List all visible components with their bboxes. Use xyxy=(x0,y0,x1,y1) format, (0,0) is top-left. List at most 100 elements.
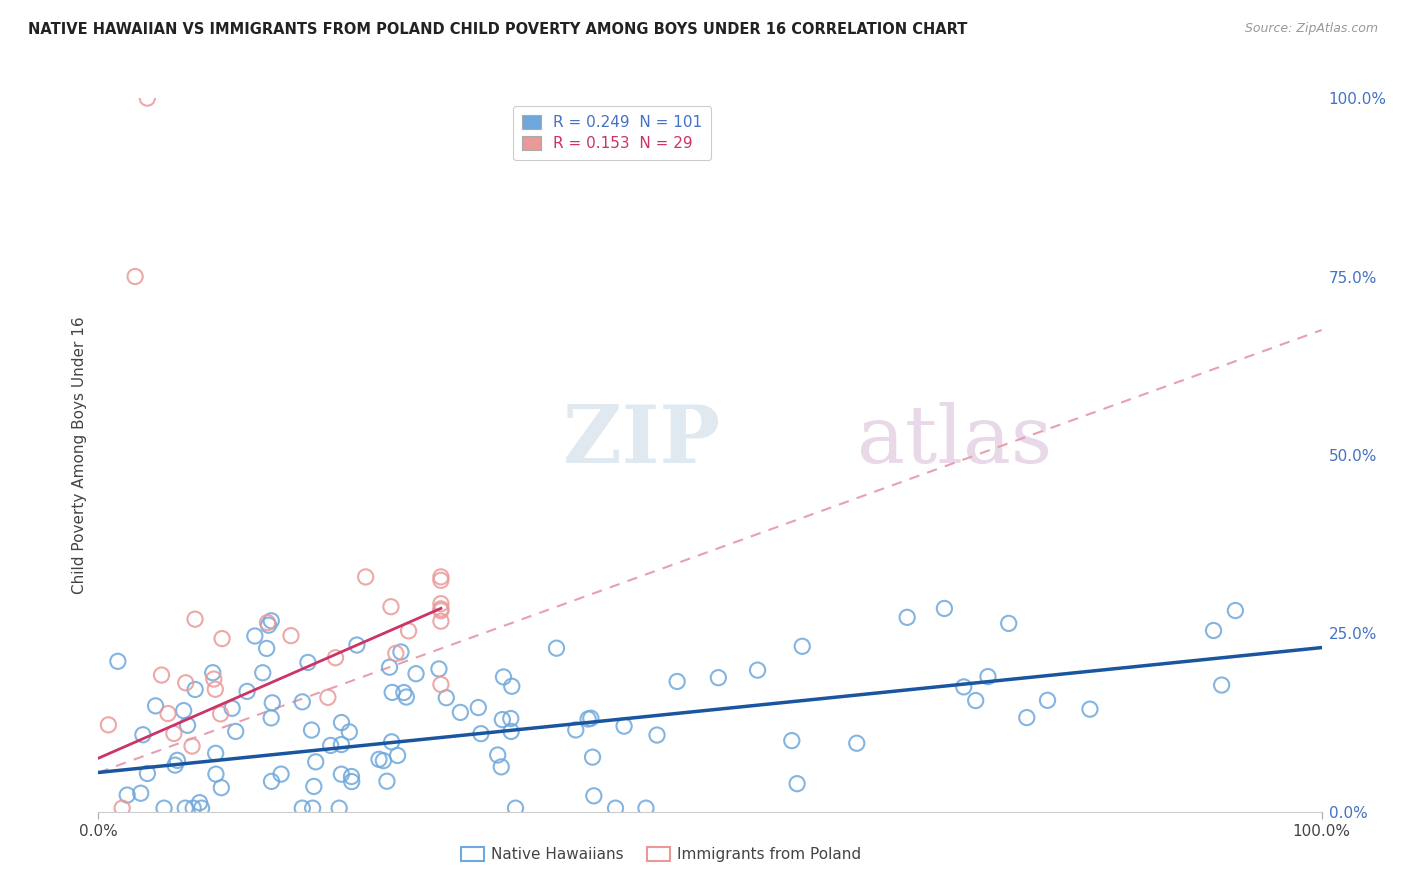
Point xyxy=(997,616,1019,631)
Point xyxy=(581,750,603,764)
Point xyxy=(977,670,1000,684)
Point xyxy=(340,770,363,784)
Point xyxy=(965,693,987,707)
Point xyxy=(184,682,207,697)
Point xyxy=(389,645,412,659)
Point xyxy=(492,670,515,684)
Point xyxy=(204,747,226,761)
Point xyxy=(136,766,159,780)
Point xyxy=(124,269,146,284)
Point xyxy=(430,574,453,588)
Point xyxy=(666,674,689,689)
Point xyxy=(136,91,159,105)
Point xyxy=(489,760,512,774)
Point xyxy=(221,701,243,715)
Point xyxy=(381,685,404,699)
Point xyxy=(430,602,453,616)
Text: Source: ZipAtlas.com: Source: ZipAtlas.com xyxy=(1244,22,1378,36)
Text: atlas: atlas xyxy=(856,401,1052,480)
Point xyxy=(634,801,657,815)
Point xyxy=(291,801,314,815)
Point xyxy=(297,656,319,670)
Point xyxy=(190,801,212,815)
Point xyxy=(546,641,568,656)
Point xyxy=(340,774,363,789)
Text: NATIVE HAWAIIAN VS IMMIGRANTS FROM POLAND CHILD POVERTY AMONG BOYS UNDER 16 CORR: NATIVE HAWAIIAN VS IMMIGRANTS FROM POLAN… xyxy=(28,22,967,37)
Point xyxy=(747,663,769,677)
Point xyxy=(260,711,283,725)
Point xyxy=(576,712,599,726)
Point xyxy=(427,662,450,676)
Point xyxy=(132,728,155,742)
Point xyxy=(163,726,186,740)
Point xyxy=(337,725,360,739)
Point xyxy=(505,801,527,815)
Point xyxy=(579,711,602,725)
Point xyxy=(211,632,233,646)
Point xyxy=(330,767,353,781)
Point xyxy=(260,614,283,628)
Point xyxy=(501,724,523,739)
Point xyxy=(328,801,350,815)
Point xyxy=(565,723,588,737)
Point xyxy=(354,570,377,584)
Point xyxy=(173,704,195,718)
Point xyxy=(395,690,418,704)
Point xyxy=(153,801,176,815)
Point xyxy=(256,641,278,656)
Point xyxy=(316,690,339,705)
Point xyxy=(205,767,228,781)
Point xyxy=(934,601,956,615)
Point xyxy=(387,748,409,763)
Point xyxy=(707,671,730,685)
Point xyxy=(467,700,489,714)
Point xyxy=(430,614,453,628)
Point xyxy=(330,715,353,730)
Point xyxy=(256,615,278,630)
Point xyxy=(209,780,232,795)
Point xyxy=(111,801,134,815)
Point xyxy=(385,646,408,660)
Point xyxy=(613,719,636,733)
Point xyxy=(166,753,188,767)
Point xyxy=(174,801,197,815)
Point xyxy=(156,706,179,721)
Point xyxy=(1036,693,1059,707)
Point xyxy=(398,624,420,638)
Point xyxy=(202,672,225,686)
Point xyxy=(430,677,453,691)
Point xyxy=(302,780,325,794)
Point xyxy=(449,706,471,720)
Point xyxy=(491,713,513,727)
Point xyxy=(97,718,120,732)
Point xyxy=(434,690,457,705)
Point xyxy=(1202,624,1225,638)
Point xyxy=(792,640,814,654)
Point xyxy=(380,599,402,614)
Point xyxy=(319,739,342,753)
Point xyxy=(430,604,453,618)
Point xyxy=(373,754,395,768)
Point xyxy=(188,796,211,810)
Point xyxy=(1078,702,1101,716)
Point xyxy=(405,666,427,681)
Point xyxy=(115,788,138,802)
Point xyxy=(201,665,224,680)
Point xyxy=(378,660,401,674)
Point xyxy=(486,747,509,762)
Point xyxy=(325,650,347,665)
Point xyxy=(330,738,353,752)
Point xyxy=(645,728,668,742)
Point xyxy=(165,758,187,772)
Point xyxy=(243,629,266,643)
Point xyxy=(845,736,868,750)
Point xyxy=(181,801,204,815)
Point xyxy=(368,752,391,766)
Point xyxy=(301,801,323,815)
Point xyxy=(392,685,415,699)
Point xyxy=(225,724,247,739)
Point xyxy=(470,727,492,741)
Point xyxy=(270,767,292,781)
Point xyxy=(184,612,207,626)
Point xyxy=(260,774,283,789)
